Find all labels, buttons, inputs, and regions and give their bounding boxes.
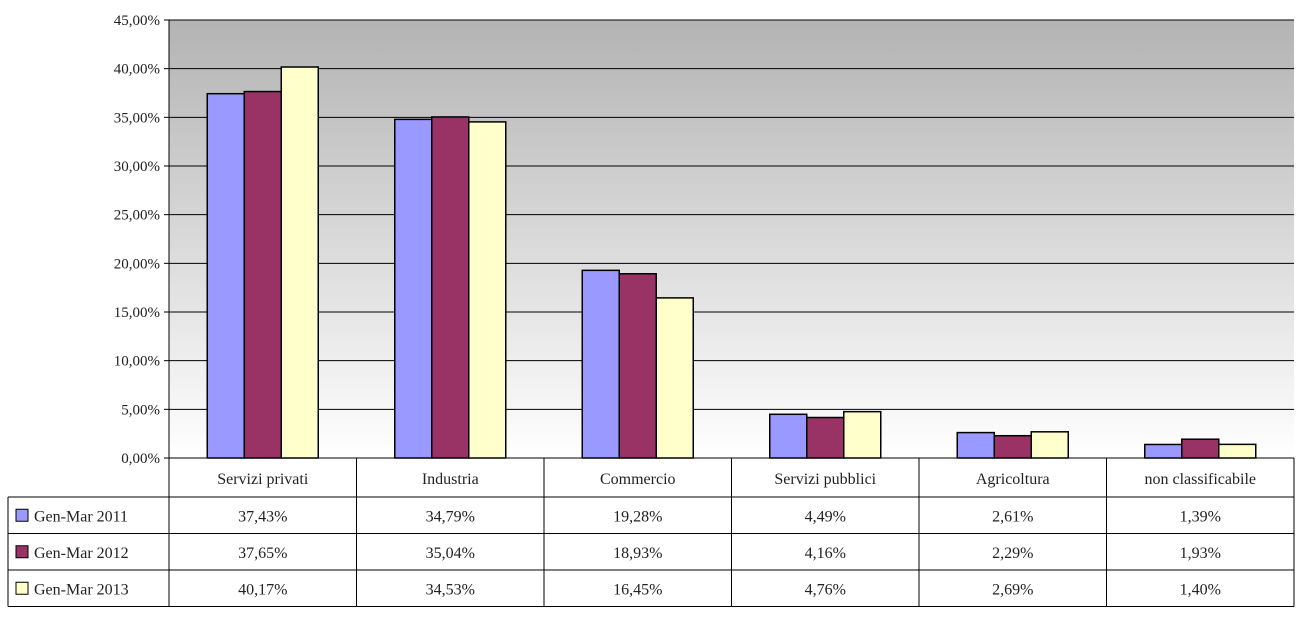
bar — [769, 413, 808, 459]
data-label: 1,93% — [1180, 545, 1221, 562]
bar — [280, 66, 319, 459]
data-label: 2,29% — [992, 545, 1033, 562]
data-label: 4,76% — [805, 581, 846, 598]
data-label: 2,69% — [992, 581, 1033, 598]
legend-key — [15, 581, 29, 595]
bar — [243, 90, 282, 459]
data-label: 34,53% — [426, 581, 475, 598]
bar — [1030, 431, 1069, 459]
category-label: Servizi pubblici — [774, 471, 876, 488]
data-label: 4,49% — [805, 508, 846, 525]
bar — [806, 416, 845, 459]
y-tick-label: 5,00% — [121, 402, 160, 418]
bar — [1144, 443, 1183, 459]
data-label: 18,93% — [613, 545, 662, 562]
legend-label: Gen-Mar 2011 — [34, 508, 128, 525]
bar — [1218, 443, 1257, 459]
y-tick-label: 10,00% — [114, 354, 160, 370]
data-label: 37,43% — [238, 508, 287, 525]
bar — [431, 116, 470, 459]
bar — [993, 434, 1032, 459]
bar — [843, 410, 882, 459]
bar — [956, 431, 995, 459]
data-label: 19,28% — [613, 508, 662, 525]
data-label: 35,04% — [426, 545, 475, 562]
category-label: Commercio — [600, 471, 676, 488]
y-tick-label: 25,00% — [114, 208, 160, 224]
y-tick-label: 20,00% — [114, 256, 160, 272]
bar — [468, 121, 507, 459]
legend-key — [15, 545, 29, 559]
data-label: 1,39% — [1180, 508, 1221, 525]
y-tick-label: 0,00% — [121, 451, 160, 467]
category-label: Servizi privati — [217, 471, 309, 488]
bar — [581, 269, 620, 459]
data-label: 4,16% — [805, 545, 846, 562]
bar — [1181, 438, 1220, 459]
category-label: Agricoltura — [976, 471, 1050, 488]
bar — [655, 297, 694, 459]
category-label: Industria — [422, 471, 479, 488]
y-tick-label: 30,00% — [114, 159, 160, 175]
bar — [206, 92, 245, 459]
y-tick-label: 35,00% — [114, 110, 160, 126]
data-label: 37,65% — [238, 545, 287, 562]
data-label: 40,17% — [238, 581, 287, 598]
legend-label: Gen-Mar 2012 — [34, 545, 129, 562]
plot-area — [169, 20, 1294, 458]
y-tick-label: 15,00% — [114, 305, 160, 321]
y-tick-label: 45,00% — [114, 13, 160, 29]
bar — [618, 272, 657, 459]
y-tick-label: 40,00% — [114, 62, 160, 78]
bar — [394, 118, 433, 459]
legend-label: Gen-Mar 2013 — [34, 581, 129, 598]
category-label: non classificabile — [1144, 471, 1256, 488]
legend-key — [15, 508, 29, 522]
data-label: 1,40% — [1180, 581, 1221, 598]
data-label: 16,45% — [613, 581, 662, 598]
data-label: 2,61% — [992, 508, 1033, 525]
data-label: 34,79% — [426, 508, 475, 525]
